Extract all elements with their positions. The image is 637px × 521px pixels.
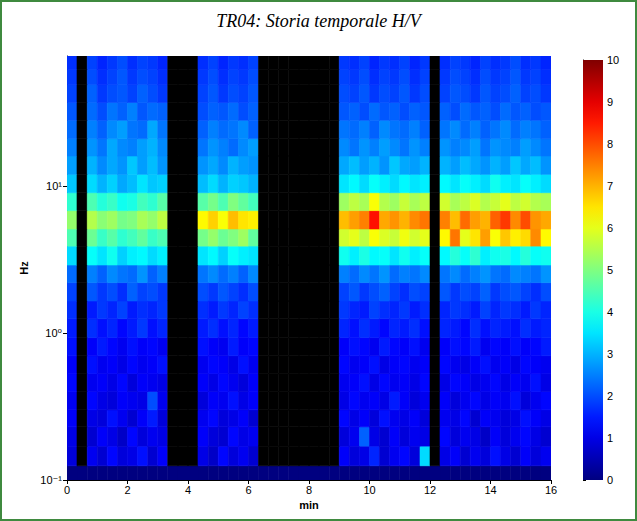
svg-text:2: 2 (607, 390, 613, 402)
svg-text:6: 6 (245, 484, 251, 496)
svg-text:16: 16 (545, 484, 557, 496)
svg-text:TR04: Storia temporale H/V: TR04: Storia temporale H/V (216, 11, 422, 31)
svg-text:4: 4 (185, 484, 191, 496)
svg-text:6: 6 (607, 222, 613, 234)
svg-text:Hz: Hz (18, 261, 30, 275)
svg-text:9: 9 (607, 96, 613, 108)
svg-text:8: 8 (607, 138, 613, 150)
svg-text:10⁰: 10⁰ (45, 327, 62, 339)
svg-text:7: 7 (607, 180, 613, 192)
svg-text:10⁻¹: 10⁻¹ (40, 474, 62, 486)
svg-text:1: 1 (607, 432, 613, 444)
svg-text:2: 2 (124, 484, 130, 496)
svg-text:10: 10 (607, 54, 619, 66)
svg-text:0: 0 (607, 474, 613, 486)
svg-text:10: 10 (363, 484, 375, 496)
svg-text:10¹: 10¹ (46, 180, 62, 192)
svg-text:3: 3 (607, 348, 613, 360)
svg-text:12: 12 (424, 484, 436, 496)
svg-text:4: 4 (607, 306, 613, 318)
svg-text:8: 8 (306, 484, 312, 496)
svg-text:0: 0 (64, 484, 70, 496)
svg-text:5: 5 (607, 264, 613, 276)
svg-text:min: min (299, 499, 319, 511)
svg-text:14: 14 (484, 484, 496, 496)
